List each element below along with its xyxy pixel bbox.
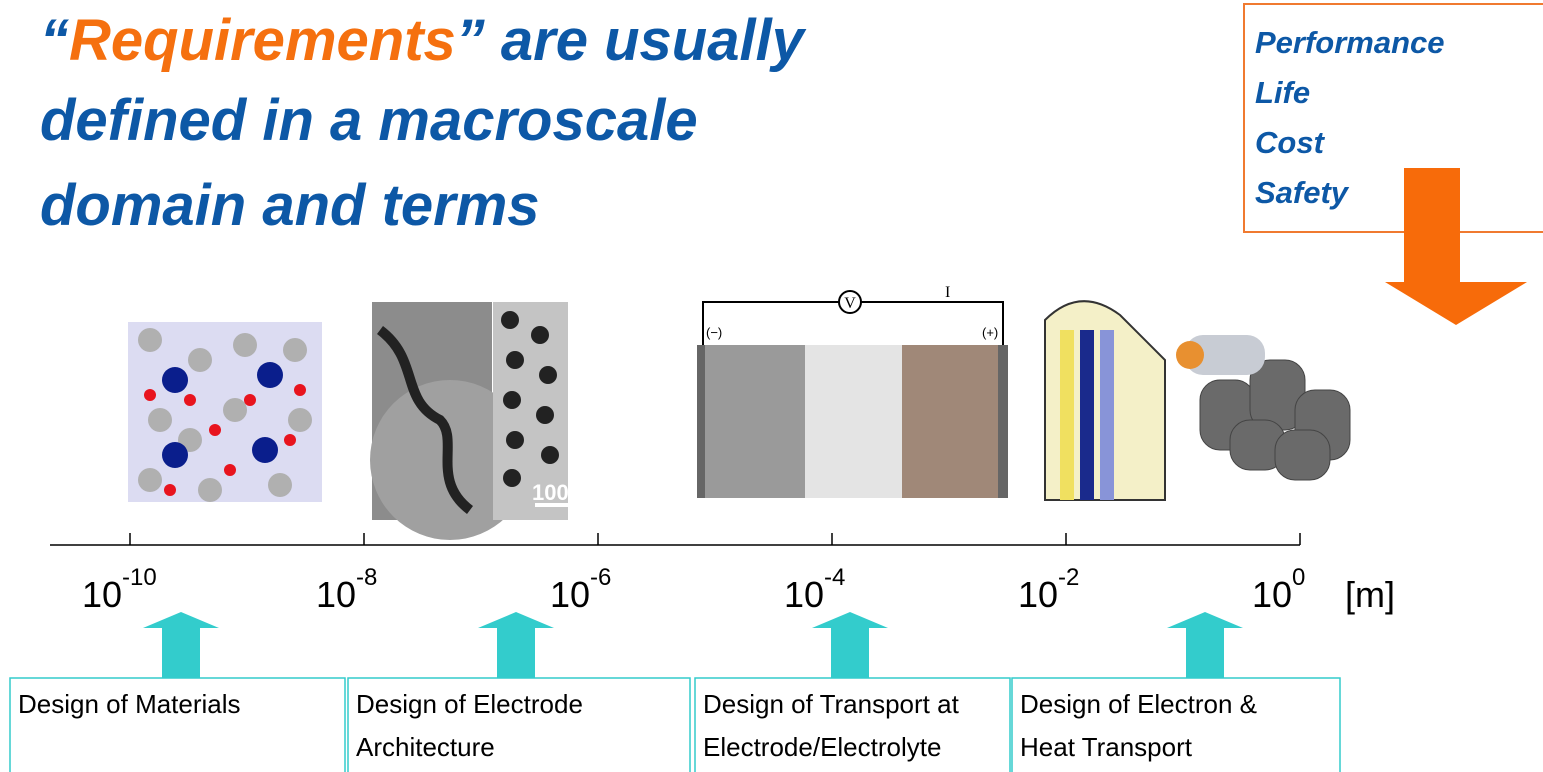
- negative-label: (−): [706, 325, 722, 340]
- tick-base: 10: [1252, 574, 1292, 615]
- tick-exponent: -8: [356, 564, 377, 591]
- tick-label: 10-2: [1018, 564, 1079, 615]
- up-arrow: [812, 612, 888, 678]
- tick-exponent: -10: [122, 564, 157, 591]
- tick-label: 10-8: [316, 564, 377, 615]
- design-box: [1011, 677, 1341, 772]
- requirements-box: [1243, 3, 1543, 233]
- tick-base: 10: [1018, 574, 1058, 615]
- design-label: Design of Transport at: [703, 689, 960, 719]
- design-label: Design of Electron &: [1020, 689, 1257, 719]
- title-line: defined in a macroscale: [40, 88, 698, 153]
- design-label: Design of Electrode: [356, 689, 583, 719]
- cell-image: V I (−) (+): [697, 284, 1008, 498]
- battery-image: [1044, 300, 1351, 501]
- up-arrow: [1167, 612, 1243, 678]
- tick-exponent: -4: [824, 564, 845, 591]
- up-arrow: [478, 612, 554, 678]
- tick-base: 10: [784, 574, 824, 615]
- tick-exponent: -2: [1058, 564, 1079, 591]
- materials-image: [128, 322, 322, 502]
- tick-label: 10-6: [550, 564, 611, 615]
- title-line: “Requirements” are usually: [40, 8, 807, 73]
- current-label: I: [945, 284, 950, 301]
- tick-base: 10: [316, 574, 356, 615]
- design-label: Heat Transport: [1020, 732, 1193, 762]
- design-box: [694, 677, 1011, 772]
- electrode-image: 100 nm: [370, 302, 608, 540]
- requirement: Safety: [1255, 175, 1350, 210]
- tick-exponent: 0: [1292, 564, 1305, 591]
- up-arrow: [143, 612, 219, 678]
- tick-label: 100: [1252, 564, 1305, 615]
- tick-base: 10: [82, 574, 122, 615]
- title-line: domain and terms: [40, 173, 540, 238]
- tick-label: 10-4: [784, 564, 845, 615]
- design-label: Design of Materials: [18, 689, 241, 719]
- positive-label: (+): [982, 325, 998, 340]
- requirement: Performance: [1255, 25, 1445, 60]
- scale-bar-label: 100 nm: [532, 480, 608, 505]
- tick-label: 10-10: [82, 564, 157, 615]
- design-label: Architecture: [356, 732, 495, 762]
- design-box: [9, 677, 346, 772]
- requirement: Life: [1255, 75, 1310, 110]
- design-box: [347, 677, 691, 772]
- axis-unit: [m]: [1345, 574, 1395, 615]
- voltmeter-label: V: [844, 295, 856, 312]
- design-label: Electrode/Electrolyte: [703, 732, 941, 762]
- requirement: Cost: [1255, 125, 1326, 160]
- down-arrow: [1385, 168, 1527, 325]
- tick-exponent: -6: [590, 564, 611, 591]
- tick-base: 10: [550, 574, 590, 615]
